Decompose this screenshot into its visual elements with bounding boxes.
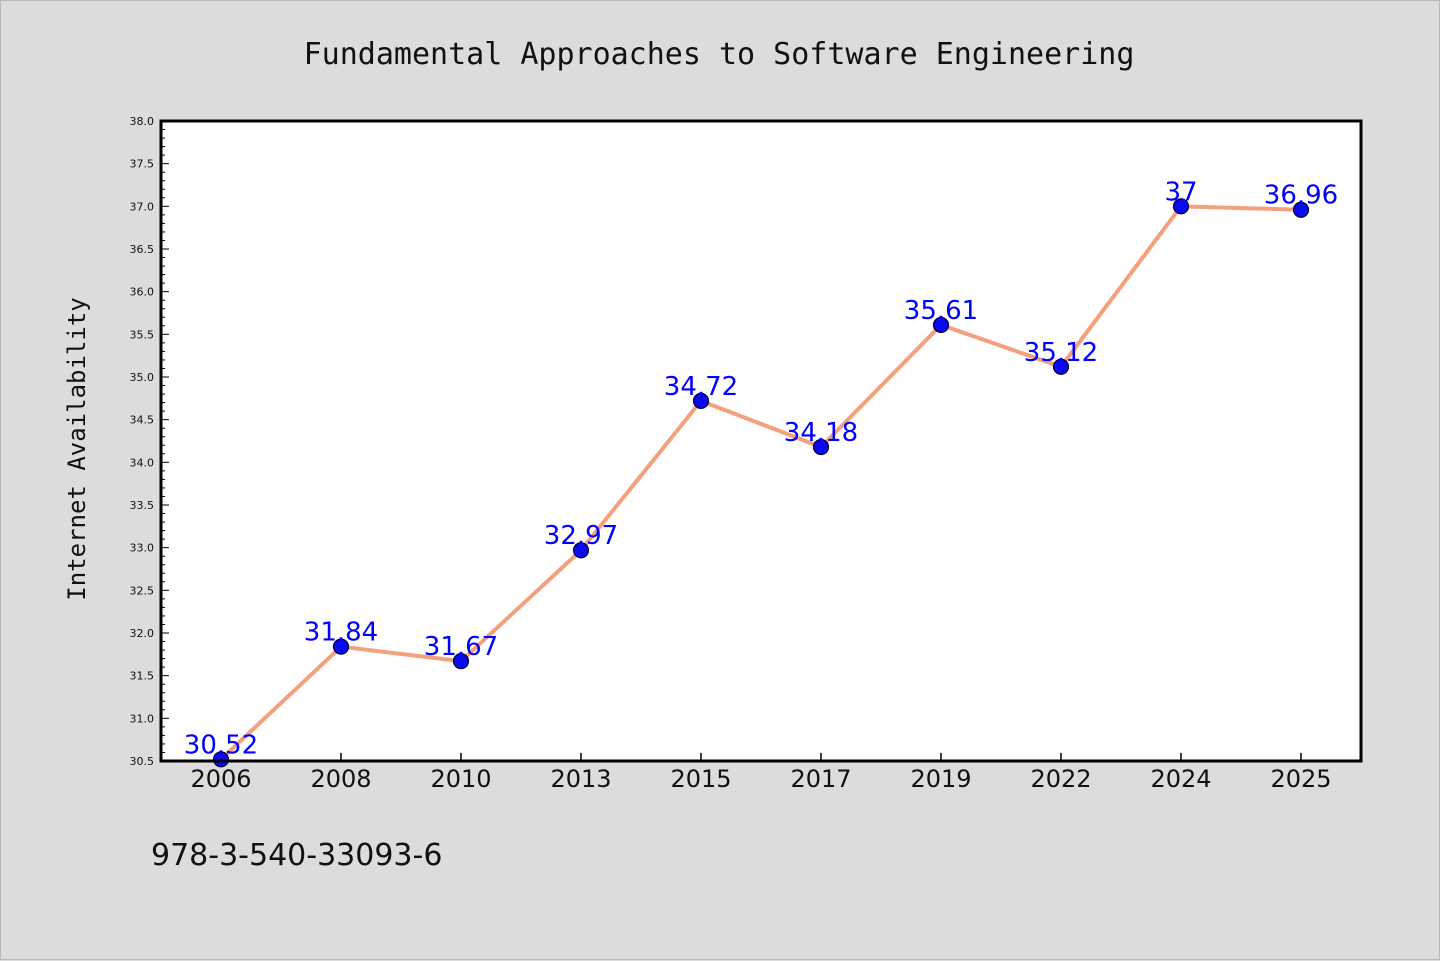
data-point-marker: [212, 751, 230, 768]
y-tick-label: 35.5: [130, 328, 155, 341]
x-tick-label: 2010: [430, 765, 491, 793]
x-tick-label: 2019: [910, 765, 971, 793]
data-label: 32.97: [544, 521, 618, 551]
data-point-marker: [812, 438, 830, 456]
data-labels: 30.52 31.84 31.67 32.97 34.72 34.18 35.61 35.12…: [184, 177, 1338, 760]
isbn-footer: 978-3-540-33093-6: [151, 838, 442, 873]
y-tick-label: 38.0: [130, 115, 155, 128]
x-tick-label: 2008: [310, 765, 371, 793]
data-point-marker: [1052, 358, 1070, 375]
y-tick-label: 31.0: [130, 712, 155, 725]
data-label: 30.52: [184, 730, 258, 760]
data-point-marker: [452, 653, 470, 670]
y-tick-label: 31.5: [130, 670, 155, 683]
data-point-marker: [1172, 198, 1190, 215]
y-axis-label: Internet Availability: [63, 297, 91, 600]
data-label: 31.67: [424, 632, 498, 662]
y-tick-label: 35.0: [130, 371, 155, 384]
data-series: [212, 198, 1310, 768]
y-tick-label: 34.5: [130, 414, 155, 427]
y-tick-label: 32.5: [130, 584, 155, 597]
y-axis: 30.5 31.0 31.5 32.0 32.5 33.0 33.5 34.0 34.5 35.0…: [130, 115, 169, 768]
x-tick-label: 2025: [1270, 765, 1331, 793]
chart-title: Fundamental Approaches to Software Engin…: [304, 37, 1135, 72]
x-tick-label: 2017: [790, 765, 851, 793]
data-label: 35.12: [1024, 338, 1098, 368]
data-label: 35.61: [904, 296, 978, 326]
x-tick-label: 2013: [550, 765, 611, 793]
data-label: 34.18: [784, 418, 858, 448]
y-tick-label: 34.0: [130, 456, 155, 469]
data-label: 34.72: [664, 372, 738, 402]
data-label: 37: [1164, 177, 1197, 207]
plot-area: [161, 121, 1361, 761]
data-point-marker: [1292, 201, 1310, 218]
x-tick-label: 2015: [670, 765, 731, 793]
data-point-marker: [572, 542, 590, 559]
data-point-marker: [332, 638, 350, 655]
y-tick-label: 32.0: [130, 627, 155, 640]
data-label: 31.84: [304, 618, 378, 648]
x-axis: 2006 2008 2010 2013 2015 2017 2019 2022 2024 2025: [190, 753, 1332, 793]
plot-frame: [159, 119, 1363, 763]
data-point-marker: [932, 316, 950, 334]
x-tick-label: 2022: [1030, 765, 1091, 793]
y-tick-label: 30.5: [130, 755, 155, 768]
y-tick-label: 33.5: [130, 499, 155, 512]
y-tick-label: 36.0: [130, 286, 155, 299]
x-tick-label: 2006: [190, 765, 251, 793]
x-tick-label: 2024: [1150, 765, 1211, 793]
y-tick-label: 37.5: [130, 158, 155, 171]
data-point-marker: [692, 392, 710, 409]
series-line: [219, 204, 1303, 762]
y-tick-label: 36.5: [130, 243, 155, 256]
data-label: 36.96: [1264, 181, 1338, 211]
y-tick-label: 33.0: [130, 542, 155, 555]
y-tick-label: 37.0: [130, 200, 155, 213]
